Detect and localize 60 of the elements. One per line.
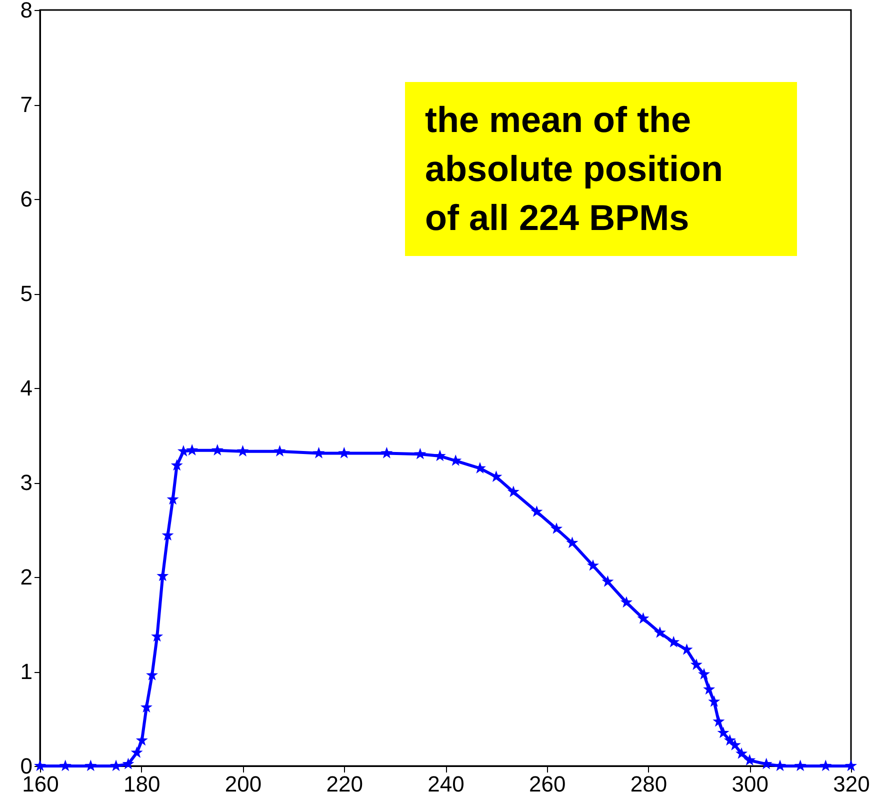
point	[654, 626, 666, 638]
point	[844, 760, 858, 772]
point	[794, 760, 806, 772]
y-tick-label: 5	[20, 281, 32, 306]
point	[140, 701, 152, 713]
point	[724, 734, 736, 746]
point	[530, 505, 543, 517]
point	[708, 695, 720, 707]
point	[717, 726, 730, 738]
point	[414, 448, 426, 460]
point	[668, 636, 680, 648]
x-tick-label: 260	[529, 772, 566, 796]
y-tick-label: 8	[20, 0, 32, 22]
y-tick-label: 4	[20, 376, 32, 400]
point	[620, 596, 632, 608]
point	[637, 612, 650, 624]
point	[703, 683, 716, 695]
y-tick-label: 7	[20, 92, 32, 117]
point	[712, 715, 725, 727]
point	[211, 444, 224, 456]
point	[186, 444, 198, 456]
point	[507, 486, 520, 498]
x-tick-label: 180	[124, 772, 160, 796]
point	[602, 575, 614, 587]
point	[744, 754, 756, 766]
point	[550, 522, 563, 534]
x-tick-label: 240	[428, 772, 464, 796]
y-tick-label: 2	[20, 564, 32, 590]
point	[59, 760, 72, 772]
point	[312, 446, 325, 458]
point	[274, 444, 286, 456]
point	[110, 760, 122, 772]
point	[820, 760, 832, 772]
point	[380, 446, 393, 458]
point	[236, 444, 249, 456]
point	[84, 760, 97, 772]
y-tick-label: 1	[20, 659, 32, 684]
point	[122, 758, 134, 770]
y-tick-label: 3	[20, 470, 32, 495]
y-tick-label: 6	[20, 186, 32, 212]
point	[130, 746, 143, 758]
point	[690, 658, 702, 670]
point	[586, 559, 600, 571]
annotation: the mean of the absolute position of all 224 BPMs	[425, 99, 724, 238]
point	[680, 643, 693, 655]
point	[736, 747, 748, 759]
x-tick-label: 300	[732, 772, 768, 796]
point	[170, 459, 183, 471]
point	[434, 450, 446, 462]
point	[490, 470, 502, 482]
point	[34, 760, 46, 772]
point	[566, 536, 578, 548]
x-tick-label: 200	[224, 772, 262, 796]
x-tick-label: 320	[833, 772, 870, 796]
point	[774, 760, 786, 772]
point	[338, 446, 350, 458]
point	[728, 738, 741, 750]
x-tick-label: 280	[630, 772, 668, 796]
point	[698, 668, 710, 680]
x-tick-label: 220	[326, 772, 363, 796]
